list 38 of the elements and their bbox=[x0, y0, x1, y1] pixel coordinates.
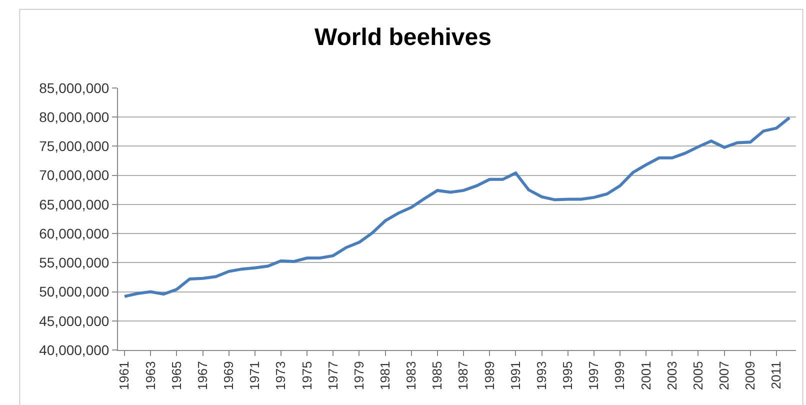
x-tick-label: 1983 bbox=[404, 361, 419, 390]
y-tick-label: 75,000,000 bbox=[39, 138, 110, 154]
x-tick-label: 1975 bbox=[299, 361, 314, 390]
x-tick-label: 1969 bbox=[221, 361, 236, 390]
x-tick-label: 2001 bbox=[638, 361, 654, 390]
x-tick-label: 1973 bbox=[273, 361, 288, 390]
x-tick-label: 1997 bbox=[586, 361, 602, 390]
y-tick-label: 70,000,000 bbox=[39, 167, 110, 184]
x-tick-label: 2009 bbox=[742, 361, 758, 390]
y-tick-label: 45,000,000 bbox=[39, 312, 110, 329]
x-tick-label: 1981 bbox=[378, 361, 393, 390]
x-tick-label: 2003 bbox=[664, 361, 680, 390]
x-tick-label: 1991 bbox=[508, 361, 523, 390]
y-tick-label: 50,000,000 bbox=[39, 284, 110, 300]
x-tick-label: 1971 bbox=[247, 361, 262, 390]
x-tick-label: 1985 bbox=[430, 361, 445, 390]
x-tick-label: 1993 bbox=[534, 361, 549, 390]
x-tick-label: 1967 bbox=[194, 361, 210, 390]
x-tick-label: 1995 bbox=[560, 361, 576, 390]
x-tick-label: 2007 bbox=[716, 361, 732, 390]
x-tick-label: 1999 bbox=[612, 361, 628, 390]
y-tick-label: 55,000,000 bbox=[39, 254, 110, 271]
y-tick-label: 65,000,000 bbox=[39, 196, 110, 212]
line-series bbox=[123, 116, 791, 298]
y-tick-label: 85,000,000 bbox=[39, 80, 110, 96]
x-tick-label: 2005 bbox=[690, 361, 706, 390]
x-tick-label: 2011 bbox=[768, 361, 784, 390]
x-tick-label: 1987 bbox=[456, 361, 471, 390]
y-tick-label: 80,000,000 bbox=[39, 109, 110, 126]
x-tick-label: 1989 bbox=[482, 361, 497, 390]
chart-title: World beehives bbox=[314, 24, 492, 52]
x-tick-label: 1979 bbox=[351, 361, 366, 390]
x-tick-label: 1963 bbox=[142, 361, 158, 390]
x-tick-label: 1965 bbox=[168, 361, 184, 390]
y-tick-label: 40,000,000 bbox=[39, 342, 110, 358]
x-tick-label: 1961 bbox=[116, 361, 132, 390]
y-tick-label: 60,000,000 bbox=[39, 225, 110, 242]
x-tick-label: 1977 bbox=[325, 361, 340, 390]
